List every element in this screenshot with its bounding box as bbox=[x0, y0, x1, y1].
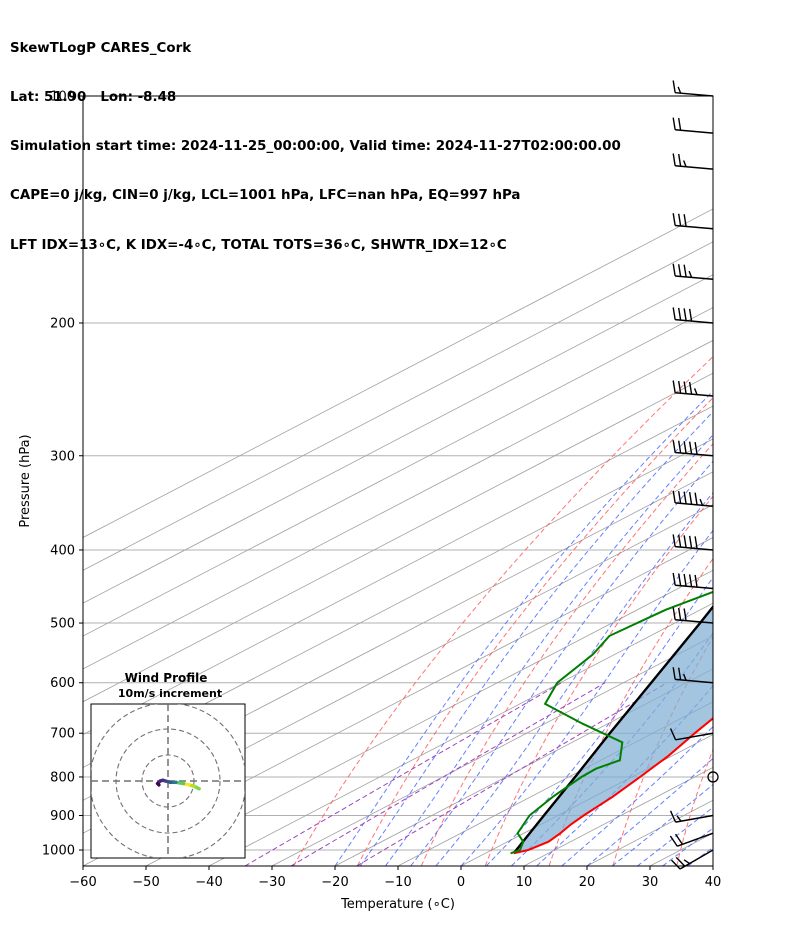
x-tick-label: 20 bbox=[579, 875, 596, 890]
x-tick-label: −50 bbox=[132, 875, 159, 890]
x-tick-label: 0 bbox=[457, 875, 465, 890]
hodograph-title: Wind Profile bbox=[125, 671, 208, 685]
isotherm-line bbox=[776, 96, 794, 866]
x-tick-label: 10 bbox=[516, 875, 533, 890]
dewpoint-line bbox=[510, 590, 713, 855]
wind-barb bbox=[672, 307, 714, 324]
wind-barb bbox=[672, 572, 714, 590]
moist-adiabat bbox=[460, 529, 713, 866]
location-line: Lat: 51.90 Lon: -8.48 bbox=[10, 90, 177, 106]
wind-barb bbox=[672, 490, 714, 507]
isotherm-line bbox=[145, 569, 713, 866]
dry-adiabat bbox=[741, 96, 794, 866]
dry-adiabat bbox=[612, 635, 713, 866]
x-tick-label: −60 bbox=[69, 875, 96, 890]
isotherm-line bbox=[83, 307, 713, 637]
wind-barb bbox=[672, 667, 714, 684]
dry-adiabat bbox=[676, 748, 713, 866]
moist-adiabat bbox=[435, 491, 713, 866]
wind-barb bbox=[672, 80, 714, 97]
isotherm-line bbox=[83, 504, 713, 834]
wind-barb bbox=[672, 153, 714, 170]
wind-barb bbox=[672, 440, 714, 457]
hodograph-subtitle: 10m/s increment bbox=[118, 687, 222, 700]
wind-barb bbox=[672, 213, 714, 230]
isotherm-line bbox=[83, 208, 713, 538]
wind-barb bbox=[672, 117, 714, 134]
moist-adiabat bbox=[586, 757, 713, 866]
wind-barb bbox=[672, 607, 714, 624]
temperature-line bbox=[513, 717, 713, 855]
y-tick-label: 300 bbox=[50, 449, 75, 464]
y-tick-label: 600 bbox=[50, 676, 75, 691]
moist-adiabat bbox=[712, 865, 713, 866]
moist-adiabat bbox=[410, 460, 713, 866]
y-axis-label: Pressure (hPa) bbox=[18, 434, 33, 527]
moist-adiabat bbox=[485, 576, 713, 866]
moist-adiabat bbox=[561, 725, 713, 866]
dry-adiabat bbox=[484, 495, 713, 866]
mixing-ratio-line bbox=[244, 682, 562, 866]
x-tick-label: −40 bbox=[195, 875, 222, 890]
wind-barb bbox=[672, 263, 714, 281]
wind-barb bbox=[670, 849, 714, 870]
isotherm-line bbox=[83, 405, 713, 736]
wind-barb bbox=[669, 832, 714, 847]
chart-header: SkewTLogP CARES_Cork Lat: 51.90 Lon: -8.… bbox=[10, 8, 621, 271]
isotherm-line bbox=[83, 274, 713, 604]
wind-barb bbox=[669, 810, 714, 823]
isotherm-line bbox=[334, 668, 713, 866]
y-tick-label: 800 bbox=[50, 770, 75, 785]
mixing-ratio-line bbox=[290, 682, 606, 866]
isotherm-line bbox=[712, 865, 713, 866]
y-tick-label: 1000 bbox=[42, 844, 75, 859]
wind-barb bbox=[672, 380, 714, 397]
isotherm-line bbox=[83, 339, 713, 670]
y-tick-label: 500 bbox=[50, 617, 75, 632]
x-tick-label: −20 bbox=[321, 875, 348, 890]
chart-title: SkewTLogP CARES_Cork bbox=[10, 40, 192, 56]
wind-barb bbox=[669, 728, 714, 741]
y-tick-label: 700 bbox=[50, 727, 75, 742]
isotherm-line bbox=[83, 372, 713, 703]
wind-barb bbox=[707, 771, 719, 783]
x-tick-label: −30 bbox=[258, 875, 285, 890]
isotherm-line bbox=[271, 635, 713, 866]
isotherm-line bbox=[83, 537, 713, 866]
isotherm-line bbox=[208, 602, 713, 866]
y-tick-label: 200 bbox=[50, 316, 75, 331]
isotherm-line bbox=[83, 241, 713, 571]
hodograph-segment bbox=[155, 781, 161, 787]
y-tick-label: 900 bbox=[50, 809, 75, 824]
wind-barb bbox=[672, 534, 714, 551]
x-tick-label: 30 bbox=[642, 875, 659, 890]
time-line: Simulation start time: 2024-11-25_00:00:… bbox=[10, 139, 621, 155]
parcel-profile-line bbox=[512, 604, 713, 855]
dry-adiabat bbox=[293, 356, 713, 866]
mixing-ratio-line bbox=[356, 682, 668, 866]
y-tick-label: 400 bbox=[50, 543, 75, 558]
x-tick-label: −10 bbox=[384, 875, 411, 890]
moist-adiabat bbox=[359, 411, 713, 866]
moist-adiabat bbox=[385, 434, 713, 866]
moist-adiabat bbox=[334, 390, 713, 866]
dry-adiabat bbox=[356, 397, 713, 866]
isotherm-line bbox=[460, 734, 713, 866]
x-tick-label: 40 bbox=[705, 875, 722, 890]
y-tick-label: 100 bbox=[50, 90, 75, 105]
indices-line-2: LFT IDX=13∘C, K IDX=-4∘C, TOTAL TOTS=36∘… bbox=[10, 237, 507, 253]
moist-adiabat bbox=[687, 846, 713, 866]
x-axis-label: Temperature (∘C) bbox=[340, 897, 455, 912]
